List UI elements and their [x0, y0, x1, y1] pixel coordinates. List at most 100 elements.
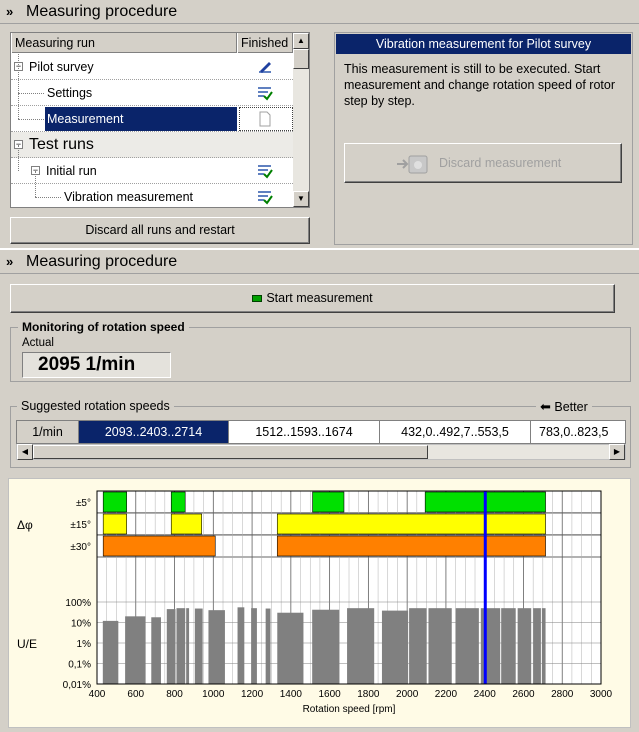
- phase-row-label: ±15°: [70, 520, 91, 531]
- section-header-measuring-procedure-2[interactable]: » Measuring procedure: [0, 250, 639, 274]
- data-bar: [102, 620, 119, 684]
- start-measurement-label: Start measurement: [266, 291, 373, 305]
- data-bar: [347, 608, 375, 684]
- scroll-down-icon[interactable]: ▼: [293, 191, 309, 207]
- data-bar: [501, 608, 516, 684]
- x-tick-label: 2000: [396, 689, 419, 700]
- tree-vertical-scrollbar[interactable]: ▲ ▼: [293, 33, 309, 207]
- scroll-left-icon[interactable]: ◀: [17, 444, 33, 460]
- info-panel-text: This measurement is still to be executed…: [344, 62, 616, 108]
- scroll-thumb[interactable]: [293, 49, 309, 69]
- y-tick-label: 0,01%: [63, 680, 91, 691]
- phase-band: [102, 513, 127, 535]
- better-indicator: ⬅ Better: [536, 399, 592, 415]
- collapse-chevron-icon[interactable]: »: [6, 4, 14, 19]
- discard-measurement-button[interactable]: Discard measurement: [344, 143, 622, 183]
- data-bar: [208, 610, 225, 684]
- data-bar: [194, 608, 203, 684]
- unit-header: 1/min: [17, 421, 79, 443]
- suggested-speeds-table[interactable]: 1/min 2093..2403..2714 1512..1593..1674 …: [16, 420, 626, 444]
- info-panel: [334, 32, 633, 245]
- start-measurement-button[interactable]: Start measurement: [10, 284, 615, 313]
- tree-row-label: Settings: [47, 86, 93, 100]
- discard-all-runs-button[interactable]: Discard all runs and restart: [10, 217, 310, 244]
- monitoring-groupbox: [10, 327, 631, 382]
- scroll-right-icon[interactable]: ▶: [609, 444, 625, 460]
- phase-band: [170, 491, 186, 513]
- data-bar: [186, 608, 190, 684]
- checklist-done-icon: [258, 165, 273, 179]
- x-tick-label: 2600: [512, 689, 535, 700]
- x-tick-label: 2400: [474, 689, 497, 700]
- data-bar: [265, 608, 271, 684]
- data-bar: [125, 616, 146, 684]
- tree-row-initial-run[interactable]: − Initial run: [11, 145, 293, 184]
- monitoring-title: Monitoring of rotation speed: [18, 320, 189, 334]
- section-title: Measuring procedure: [26, 253, 178, 270]
- section-title: Measuring procedure: [26, 3, 178, 20]
- x-tick-label: 600: [127, 689, 144, 700]
- phase-row-label: ±5°: [76, 498, 91, 509]
- tree-row-label: Initial run: [46, 164, 97, 178]
- x-tick-label: 2800: [551, 689, 574, 700]
- checklist-done-icon: [258, 87, 273, 101]
- discard-measurement-icon: [397, 155, 428, 174]
- better-label: Better: [554, 400, 588, 414]
- arrow-left-icon: ⬅: [540, 399, 551, 414]
- tree-header: Measuring run Finished: [11, 33, 293, 53]
- scroll-thumb[interactable]: [33, 445, 428, 459]
- data-bar: [176, 608, 186, 684]
- data-bar: [409, 608, 427, 684]
- data-bar: [312, 609, 340, 684]
- tree-row-settings[interactable]: Settings: [11, 54, 293, 106]
- column-header-measuring-run[interactable]: Measuring run: [11, 33, 237, 53]
- x-tick-label: 3000: [590, 689, 613, 700]
- blank-document-icon: [259, 111, 271, 127]
- collapse-chevron-icon[interactable]: »: [6, 254, 14, 269]
- measuring-run-tree[interactable]: Measuring run Finished − Pilot survey Se…: [10, 32, 310, 208]
- y-tick-label: 1%: [77, 639, 92, 650]
- tree-row-vibration-measurement[interactable]: Vibration measurement: [11, 171, 293, 207]
- x-tick-label: 1600: [318, 689, 341, 700]
- scroll-up-icon[interactable]: ▲: [293, 33, 309, 49]
- tree-row-pilot-survey[interactable]: − Pilot survey: [11, 54, 293, 80]
- phase-band: [276, 535, 546, 557]
- speed-range-cell[interactable]: 432,0..492,7..553,5: [380, 421, 531, 443]
- table-horizontal-scrollbar[interactable]: ◀ ▶: [16, 444, 626, 460]
- data-bar: [151, 617, 161, 684]
- section-header-measuring-procedure[interactable]: » Measuring procedure: [0, 0, 639, 24]
- suggested-groupbox: [10, 406, 631, 468]
- checklist-done-icon: [258, 191, 273, 205]
- tree-row-measurement[interactable]: Measurement: [11, 93, 293, 132]
- data-bar: [251, 608, 257, 684]
- green-status-icon: [252, 295, 263, 303]
- data-bar: [517, 608, 532, 684]
- speed-range-cell[interactable]: 1512..1593..1674: [229, 421, 380, 443]
- column-header-finished[interactable]: Finished: [237, 33, 293, 53]
- y-tick-label: 0,1%: [68, 660, 91, 671]
- data-bar: [533, 608, 541, 684]
- y-tick-label: 100%: [65, 598, 91, 609]
- actual-label: Actual: [22, 337, 54, 349]
- phase-band: [276, 513, 546, 535]
- phase-band: [170, 513, 202, 535]
- rotation-speed-chart: ±5° ±15° ±30° Δφ 100% 10% 1% 0,1% 0,01% U/E 400 600…: [8, 478, 631, 728]
- speed-range-cell[interactable]: 2093..2403..2714: [79, 421, 229, 443]
- tree-row-test-runs[interactable]: − Test runs: [11, 132, 293, 158]
- phase-band: [312, 491, 345, 513]
- speed-range-cell[interactable]: 783,0..823,5: [531, 421, 625, 443]
- x-tick-label: 800: [166, 689, 183, 700]
- phase-band: [102, 535, 216, 557]
- x-tick-label: 1800: [357, 689, 380, 700]
- actual-speed-value: 2095 1/min: [22, 352, 171, 378]
- x-tick-label: 400: [89, 689, 106, 700]
- x-tick-label: 1400: [280, 689, 303, 700]
- phase-band: [102, 491, 127, 513]
- tree-row-label: Test runs: [29, 136, 94, 153]
- data-bar: [428, 608, 452, 684]
- phase-row-label: ±30°: [70, 542, 91, 553]
- data-bar: [277, 612, 304, 684]
- y-axis-label: U/E: [17, 637, 37, 651]
- plot-frame: [96, 490, 602, 685]
- discard-measurement-label: Discard measurement: [439, 156, 562, 170]
